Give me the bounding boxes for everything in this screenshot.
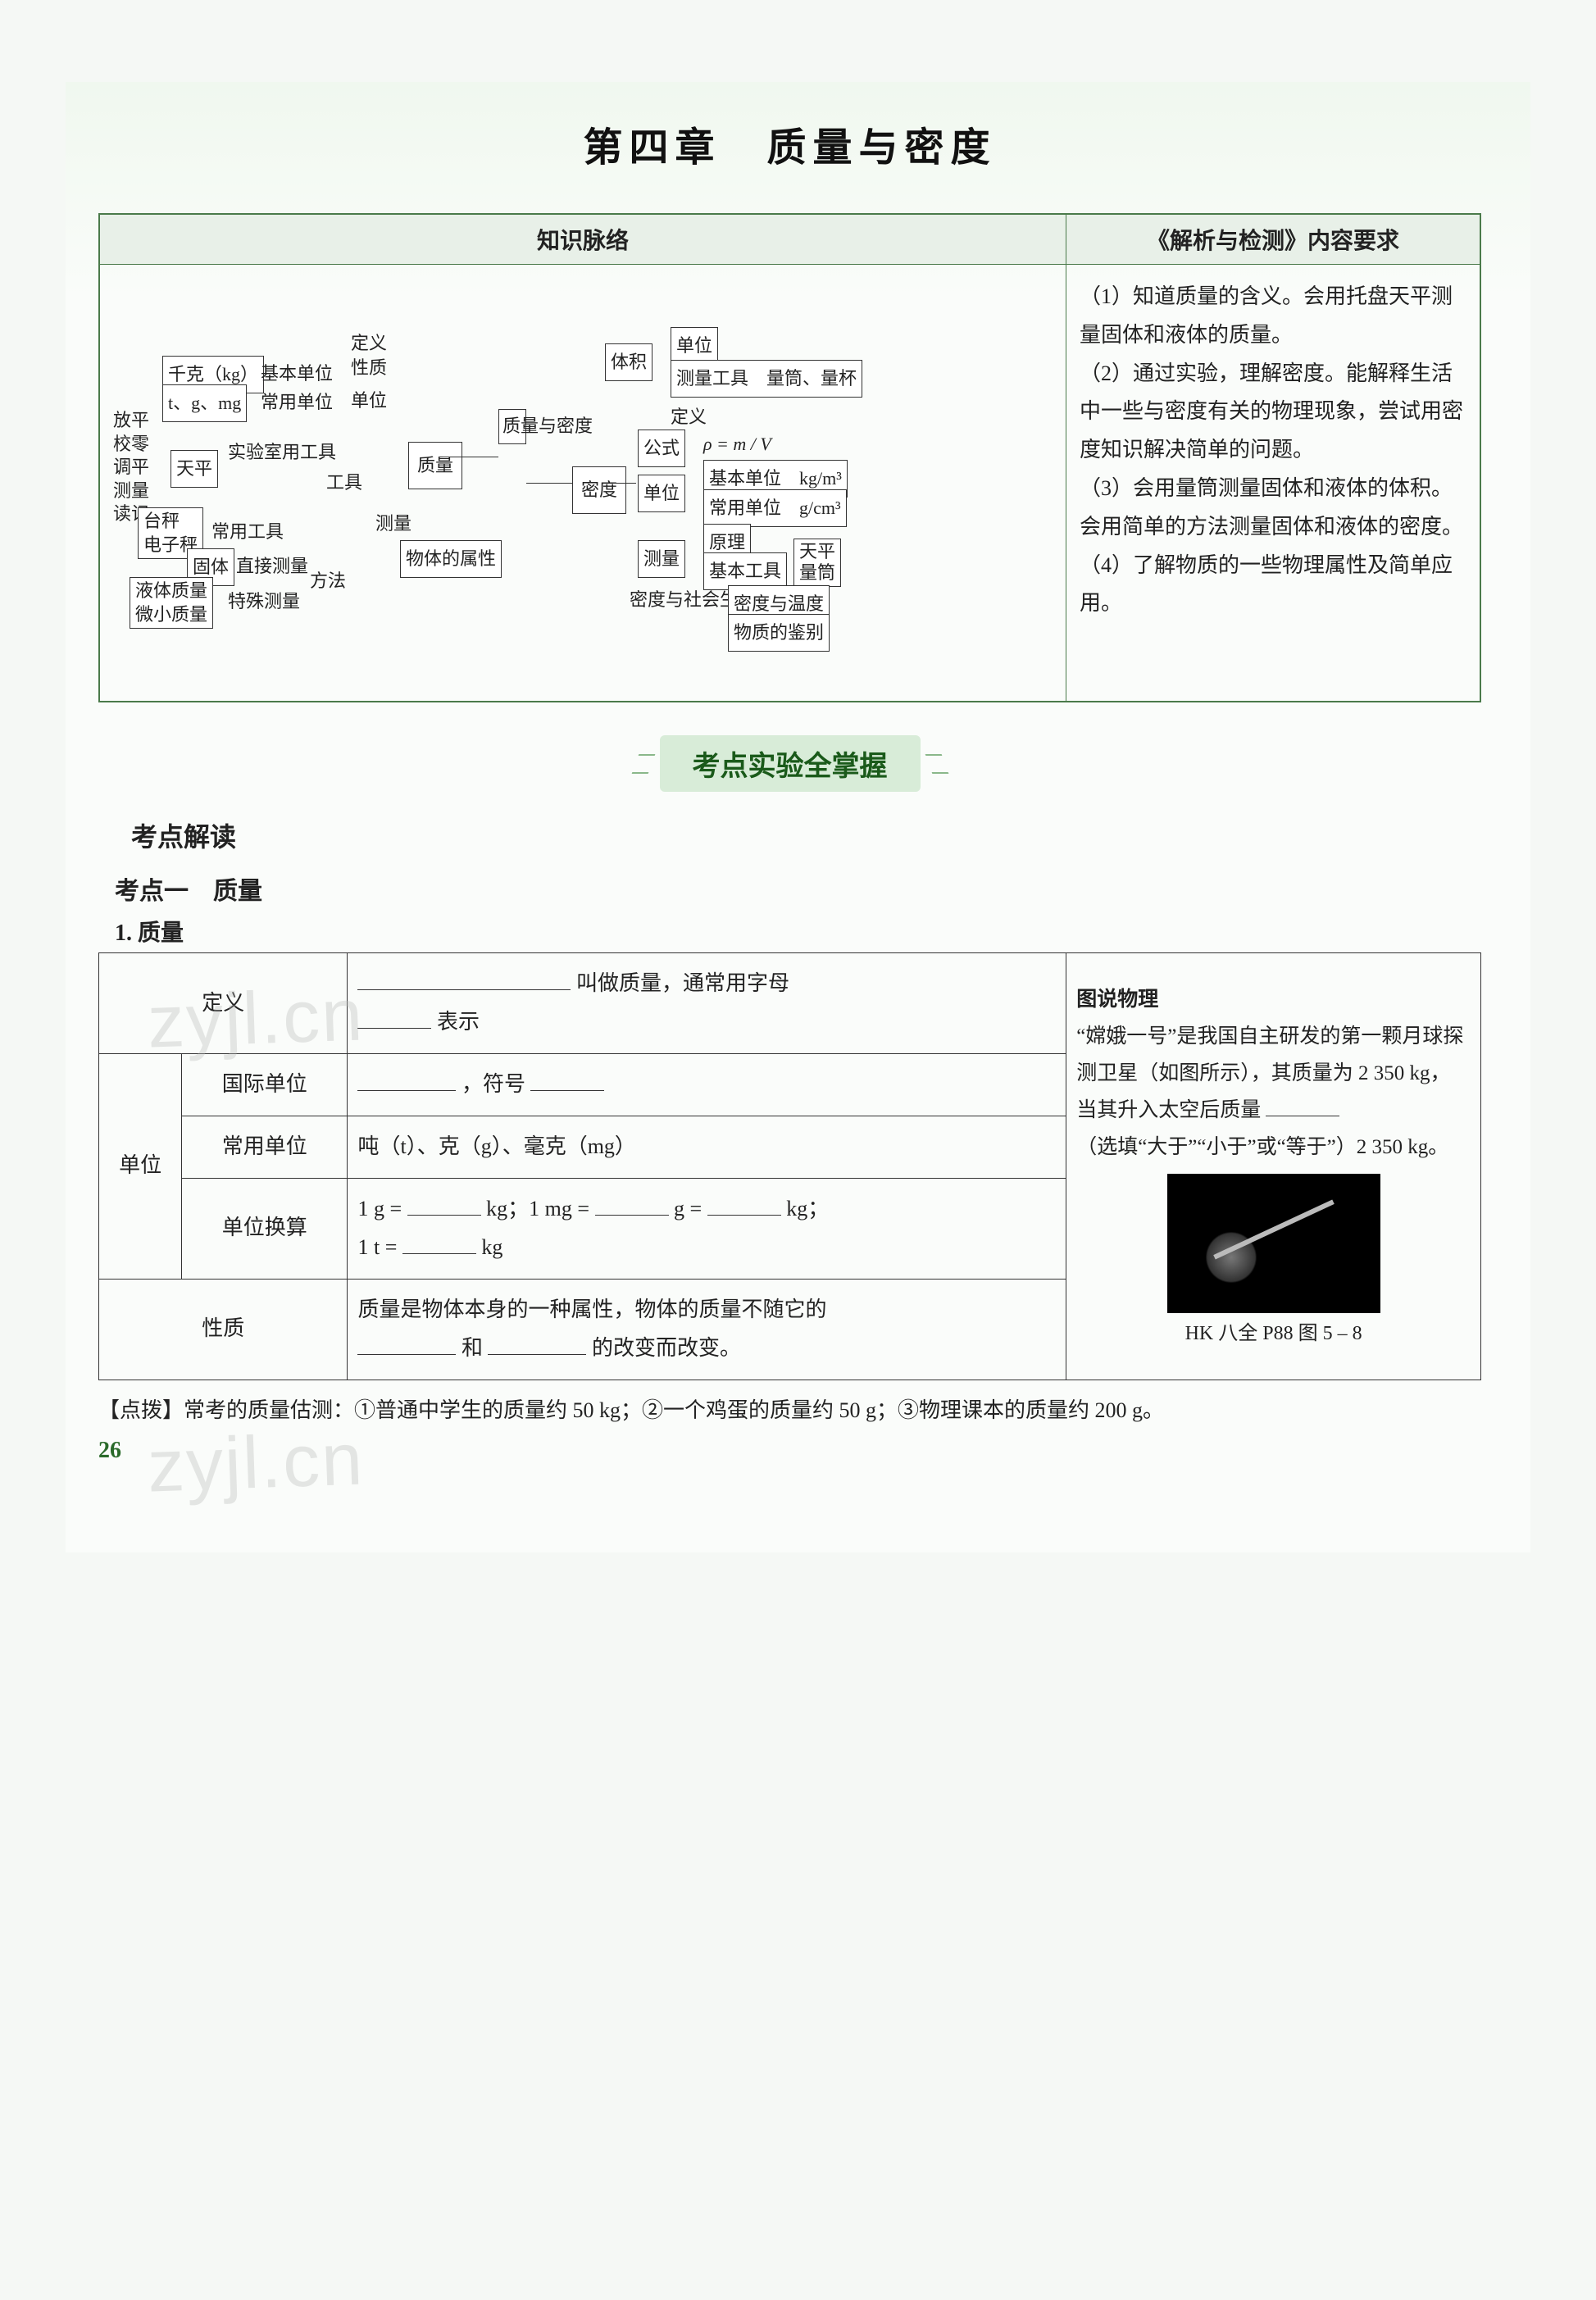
mm-zhijie: 直接测量	[236, 550, 308, 583]
hs-e: 1 t =	[357, 1235, 402, 1259]
mm-d-danwei: 单位	[638, 475, 685, 512]
mindmap-cell: 质量 质量与密度 密度 定义 性质 单位 千克（kg） 基本单位 t、g、mg …	[99, 265, 1066, 702]
blank-side	[1266, 1092, 1339, 1116]
row-changyong-text: 吨（t）、克（g）、毫克（mg）	[348, 1116, 1066, 1178]
txt-dingyi-a: 叫做质量，通常用字母	[576, 971, 789, 995]
blank-xz-1	[357, 1330, 456, 1355]
chapter-title: 第四章 质量与密度	[98, 115, 1481, 172]
blank-xz-2	[488, 1330, 586, 1355]
mm-gongshi-lbl: 公式	[638, 430, 685, 467]
hs-d: kg；	[786, 1197, 829, 1220]
req-1: （1）知道质量的含义。会用托盘天平测量固体和液体的质量。	[1080, 278, 1466, 355]
row-guoji-label: 国际单位	[182, 1053, 348, 1116]
subhead: 考点解读	[131, 816, 1481, 854]
req-3: （3）会用量筒测量固体和液体的体积。会用简单的方法测量固体和液体的密度。	[1080, 470, 1466, 547]
node-center: 质量与密度	[498, 409, 526, 444]
page: 第四章 质量与密度 知识脉络 《解析与检测》内容要求 质量 质量与密度 密度 定…	[66, 82, 1530, 1552]
mm-tgmg: t、g、mg	[162, 384, 247, 422]
side-head: 图说物理	[1076, 981, 1471, 1018]
row-danwei-label: 单位	[99, 1053, 182, 1279]
mm-gongshi: ρ = m / V	[703, 428, 771, 461]
outline-table: 知识脉络 《解析与检测》内容要求 质量 质量与密度 密度 定义 性质 单位 千克…	[98, 213, 1481, 702]
mm-yeti: 液体质量 微小质量	[130, 577, 213, 629]
satellite-image	[1167, 1174, 1380, 1313]
txt-guoji: ，符号	[462, 1072, 525, 1096]
side-body-b: （选填“大于”“小于”或“等于”）2 350 kg。	[1076, 1136, 1448, 1158]
node-mass: 质量	[408, 442, 462, 489]
row-xingzhi-label: 性质	[99, 1279, 348, 1380]
mm-xingzhi: 性质	[351, 352, 387, 384]
row-huansuan-label: 单位换算	[182, 1178, 348, 1279]
mm-jianbie: 物质的鉴别	[728, 614, 830, 652]
txt-dingyi-b: 表示	[437, 1010, 480, 1034]
blank-guoji-2	[530, 1066, 604, 1091]
mm-gongju: 工具	[326, 466, 362, 499]
sidebox: 图说物理 “嫦娥一号”是我国自主研发的第一颗月球探测卫星（如图所示），其质量为 …	[1066, 953, 1481, 1380]
section-banner-text: 考点实验全掌握	[660, 735, 921, 792]
mm-changyong: 常用单位	[261, 386, 333, 419]
xz-c: 的改变而改变。	[592, 1336, 741, 1360]
page-number: 26	[98, 1438, 1481, 1464]
req-2: （2）通过实验，理解密度。能解释生活中一些与密度有关的物理现象，尝试用密度知识解…	[1080, 355, 1466, 470]
mm-cygj: 常用工具	[211, 516, 284, 548]
mass-table: 定义 叫做质量，通常用字母 表示 图说物理 “嫦娥一号”是我国自主研发的第一颗月…	[98, 952, 1481, 1380]
hs-a: 1 g =	[357, 1197, 407, 1220]
mm-fangfa: 方法	[310, 565, 346, 598]
mm-shuxing: 物体的属性	[400, 540, 502, 578]
mm-jiben: 基本单位	[261, 357, 333, 390]
mm-teshu: 特殊测量	[228, 585, 300, 618]
mm-tplt: 天平 量筒	[793, 539, 841, 587]
req-4: （4）了解物质的一些物理属性及简单应用。	[1080, 547, 1466, 624]
mm-d-celiang: 测量	[638, 540, 685, 578]
section-banner: 考点实验全掌握	[98, 735, 1481, 792]
row-guoji-text: ，符号	[348, 1053, 1066, 1116]
row-xingzhi-text: 质量是物体本身的一种属性，物体的质量不随它的 和 的改变而改变。	[348, 1279, 1066, 1380]
row-huansuan-text: 1 g = kg；1 mg = g = kg； 1 t = kg	[348, 1178, 1066, 1279]
node-density: 密度	[572, 466, 626, 514]
blank-hs-3	[707, 1190, 781, 1216]
xz-b: 和	[462, 1336, 483, 1360]
mindmap: 质量 质量与密度 密度 定义 性质 单位 千克（kg） 基本单位 t、g、mg …	[113, 278, 1053, 688]
mm-tianping: 天平	[171, 450, 218, 488]
mm-tiji-danwei: 单位	[671, 327, 718, 365]
outline-header-right: 《解析与检测》内容要求	[1066, 214, 1481, 265]
blank-hs-4	[402, 1229, 476, 1254]
mm-shiyan: 实验室用工具	[228, 442, 277, 463]
blank-dingyi-1	[357, 965, 571, 990]
hs-b: kg；1 mg =	[486, 1197, 594, 1220]
blank-guoji-1	[357, 1066, 456, 1091]
mm-d-cydw: 常用单位 g/cm³	[703, 489, 847, 527]
blank-dingyi-2	[357, 1003, 431, 1029]
mm-d-dingyi: 定义	[671, 401, 707, 434]
requirements-cell: （1）知道质量的含义。会用托盘天平测量固体和液体的质量。 （2）通过实验，理解密…	[1066, 265, 1481, 702]
mm-tiji: 体积	[605, 343, 652, 381]
xz-a: 质量是物体本身的一种属性，物体的质量不随它的	[357, 1298, 826, 1321]
blank-hs-1	[407, 1190, 481, 1216]
mm-danwei: 单位	[351, 384, 387, 417]
tip-text: 【点拨】常考的质量估测：①普通中学生的质量约 50 kg；②一个鸡蛋的质量约 5…	[98, 1392, 1481, 1430]
hs-c: g =	[674, 1197, 707, 1220]
mm-shehui: 密度与社会生活	[630, 589, 720, 611]
point-1-title: 考点一 质量	[115, 870, 1481, 907]
blank-hs-2	[595, 1190, 669, 1216]
hs-f: kg	[481, 1235, 502, 1259]
side-caption: HK 八全 P88 图 5 – 8	[1076, 1316, 1471, 1352]
mm-d-jbtool: 基本工具	[703, 552, 787, 590]
row-dingyi-label: 定义	[99, 953, 348, 1054]
mm-tiji-tool: 测量工具 量筒、量杯	[671, 360, 862, 398]
point-1-sub: 1. 质量	[115, 915, 1481, 948]
mm-celiang: 测量	[375, 507, 412, 540]
outline-header-left: 知识脉络	[99, 214, 1066, 265]
row-dingyi-text: 叫做质量，通常用字母 表示	[348, 953, 1066, 1054]
row-changyong-label: 常用单位	[182, 1116, 348, 1178]
